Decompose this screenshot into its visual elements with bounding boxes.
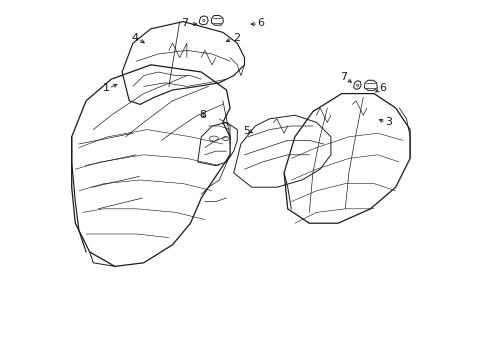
Text: 2: 2 — [233, 33, 240, 43]
Text: 4: 4 — [131, 33, 138, 43]
Text: 3: 3 — [384, 117, 391, 127]
Text: 6: 6 — [379, 83, 386, 93]
Text: 8: 8 — [199, 110, 206, 120]
Text: 6: 6 — [257, 18, 264, 28]
Text: 7: 7 — [339, 72, 346, 82]
Text: 1: 1 — [102, 83, 109, 93]
Text: 7: 7 — [181, 18, 188, 28]
Text: 5: 5 — [243, 126, 249, 136]
